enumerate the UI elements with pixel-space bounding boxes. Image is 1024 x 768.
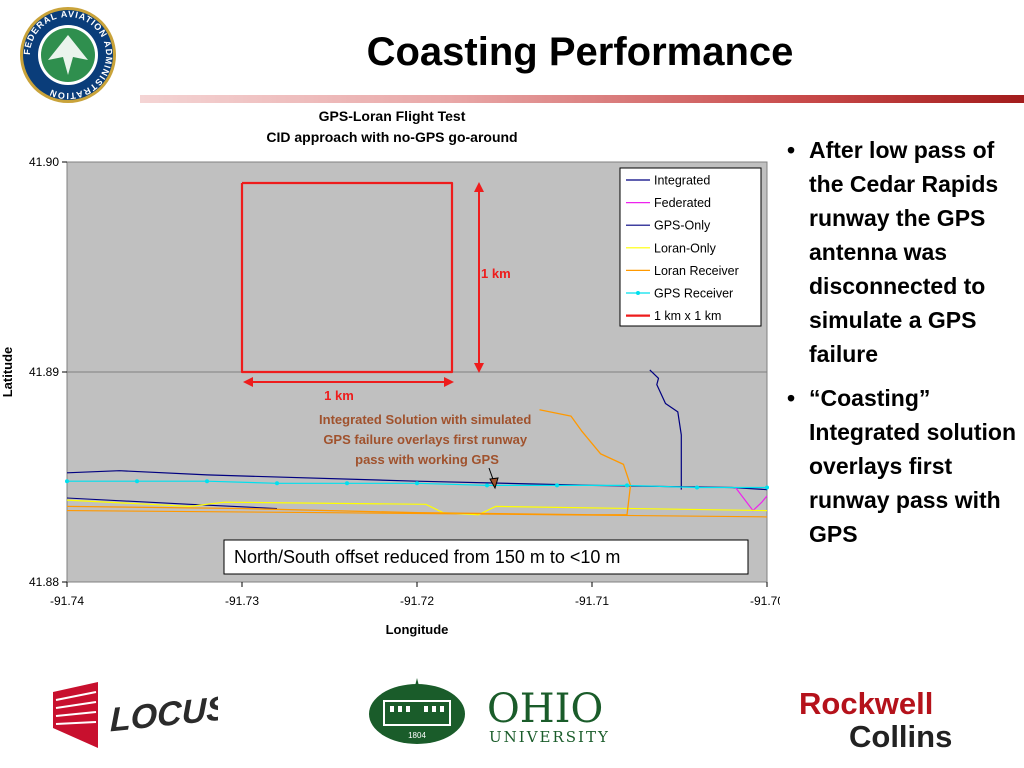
- slide-title: Coasting Performance: [366, 30, 794, 74]
- bullet-item: After low pass of the Cedar Rapids runwa…: [785, 133, 1020, 371]
- legend: Integrated Federated GPS-Only Loran-Only Lor…: [626, 174, 739, 323]
- tick-layer: 41.88 41.89 41.90 -91.74 -91.73 -91.72 -91.71 -…: [29, 155, 780, 608]
- x-tick-label: -91.70: [750, 594, 780, 608]
- title-underline-bar: [140, 95, 1024, 103]
- offset-note-box: [223, 539, 749, 575]
- ohio-logo-year: 1804: [408, 731, 426, 740]
- legend-label-1-km-x-1-km: 1 km x 1 km: [654, 309, 721, 323]
- gps-receiver-point: [555, 483, 559, 488]
- offset-note-text: North/South offset reduced from 150 m to…: [234, 547, 620, 567]
- legend-label-federated: Federated: [654, 196, 711, 210]
- gps-receiver-point: [205, 479, 209, 484]
- y-tick-label: 41.90: [29, 155, 59, 169]
- y-axis-label: Latitude: [0, 347, 15, 398]
- legend-label-loran-receiver: Loran Receiver: [654, 264, 739, 278]
- gps-receiver-point: [345, 481, 349, 486]
- series-gps-only-line: [649, 369, 682, 490]
- annotation-line-3: pass with working GPS: [355, 452, 499, 467]
- ohio-logo-text: OHIO: [487, 686, 603, 732]
- bullet-list: After low pass of the Cedar Rapids runwa…: [785, 133, 1020, 561]
- series-loran-only-line: [66, 499, 768, 516]
- x-tick-label: -91.72: [400, 594, 434, 608]
- gps-receiver-point: [135, 479, 139, 484]
- integrated-lower-line: [66, 497, 278, 510]
- legend-label-integrated: Integrated: [654, 174, 710, 188]
- series-1-km-x-1-km-line: [240, 181, 454, 374]
- gps-receiver-point: [485, 483, 489, 488]
- collins-logo-text: Collins: [849, 719, 952, 752]
- gps-receiver-point: [275, 481, 279, 486]
- series-loran-receiver-line: [66, 409, 632, 516]
- legend-label-gps-only: GPS-Only: [654, 219, 711, 233]
- horizontal-dimension-arrow: [243, 377, 454, 387]
- annotation-line-2: GPS failure overlays first runway: [323, 432, 528, 447]
- locus-logo: LOCUS: [53, 682, 218, 748]
- ohio-logo-subtext: UNIVERSITY: [489, 728, 610, 746]
- vertical-dimension-arrow: [474, 182, 484, 373]
- x-axis-label: Longitude: [386, 622, 449, 637]
- bullet-item: “Coasting” Integrated solution overlays …: [785, 381, 1020, 551]
- legend-label-loran-only: Loran-Only: [654, 241, 717, 255]
- rockwell-logo-text: Rockwell: [799, 686, 933, 721]
- gps-receiver-point: [765, 485, 769, 490]
- rockwell-collins-logo: Rockwell Collins: [799, 686, 952, 752]
- series-layer: [65, 181, 769, 518]
- locus-logo-text: LOCUS: [110, 689, 218, 739]
- annotation-line-1: Integrated Solution with simulated: [319, 412, 531, 427]
- faa-seal-logo: FEDERAL AVIATION ADMINISTRATION: [20, 7, 116, 103]
- chart-subtitle: CID approach with no-GPS go-around: [266, 129, 517, 145]
- series-federated-line: [735, 487, 768, 512]
- gps-receiver-point: [695, 485, 699, 490]
- x-tick-label: -91.73: [225, 594, 259, 608]
- ohio-university-logo: 1804 OHIO UNIVERSITY: [369, 678, 610, 746]
- x-tick-label: -91.71: [575, 594, 609, 608]
- annotation-text: Integrated Solution with simulated GPS f…: [319, 412, 535, 467]
- chart-title: GPS-Loran Flight Test: [319, 108, 466, 124]
- legend-marker-gps-receiver: [636, 291, 640, 295]
- legend-label-gps-receiver: GPS Receiver: [654, 287, 733, 301]
- y-tick-label: 41.89: [29, 365, 59, 379]
- gps-receiver-point: [625, 483, 629, 488]
- annotation-arrow: [488, 467, 499, 490]
- gps-receiver-point: [415, 481, 419, 486]
- legend-box: [619, 167, 762, 327]
- x-tick-label: -91.74: [50, 594, 84, 608]
- vertical-dimension-label: 1 km: [481, 266, 511, 281]
- flight-test-chart: GPS-Loran Flight Test CID approach with …: [0, 108, 780, 637]
- gps-receiver-point: [65, 479, 69, 484]
- horizontal-dimension-label: 1 km: [324, 388, 354, 403]
- y-tick-label: 41.88: [29, 575, 59, 589]
- loran-receiver-lower-line: [66, 510, 768, 518]
